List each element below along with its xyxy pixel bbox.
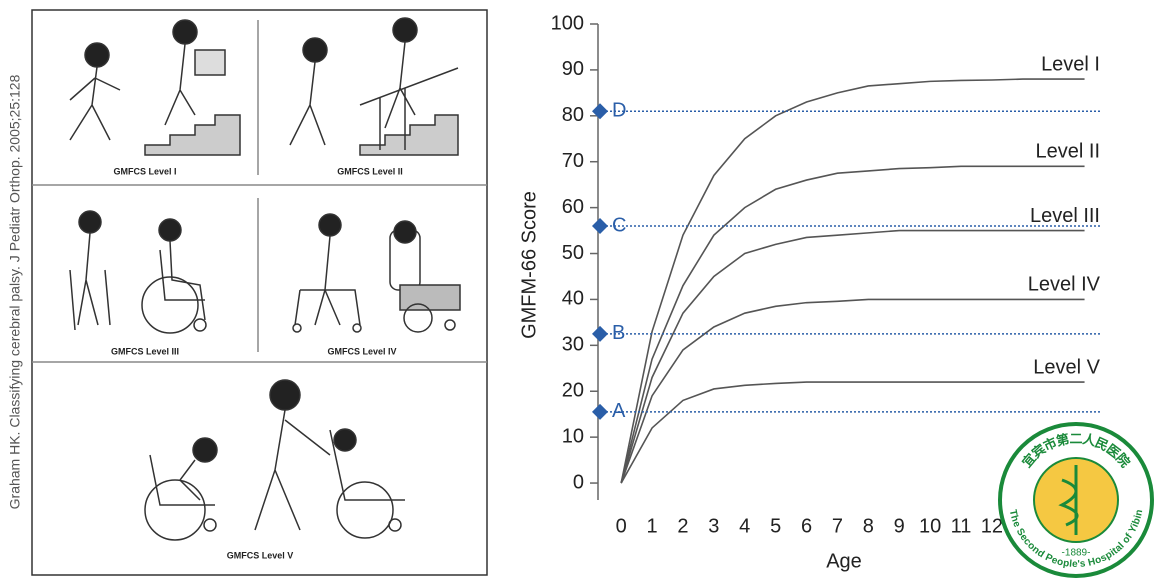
- figure-walker: [292, 213, 461, 333]
- reference-label: D: [612, 100, 626, 122]
- x-tick-label: 4: [739, 515, 750, 537]
- y-tick-label: 90: [562, 58, 584, 80]
- y-tick-label: 100: [551, 12, 584, 34]
- logo-emblem: [1058, 465, 1079, 535]
- x-tick-label: 5: [770, 515, 781, 537]
- series-label: Level III: [1030, 205, 1100, 227]
- series-label: Level V: [1033, 356, 1100, 378]
- y-tick-label: 0: [573, 471, 584, 493]
- y-tick-label: 20: [562, 380, 584, 402]
- y-tick-label: 80: [562, 104, 584, 126]
- x-tick-label: 2: [677, 515, 688, 537]
- series-label: Level I: [1041, 53, 1100, 75]
- figure-rail: [289, 17, 459, 156]
- panel-label: GMFCS Level II: [337, 166, 403, 176]
- panel-label: GMFCS Level I: [113, 166, 176, 176]
- x-tick-label: 9: [894, 515, 905, 537]
- reference-marker: [592, 103, 608, 120]
- y-tick-label: 10: [562, 425, 584, 447]
- reference-label: B: [612, 322, 625, 344]
- logo-year: -1889-: [1062, 548, 1091, 559]
- reference-marker: [592, 325, 608, 342]
- x-tick-label: 1: [646, 515, 657, 537]
- x-tick-label: 11: [951, 515, 972, 537]
- y-tick-label: 60: [562, 196, 584, 218]
- y-tick-label: 40: [562, 288, 584, 310]
- figure-crutches: [69, 210, 207, 334]
- reference-marker: [592, 217, 608, 234]
- series-line: [620, 298, 1085, 484]
- x-tick-label: 0: [616, 515, 627, 537]
- panel-label: GMFCS Level V: [227, 550, 294, 560]
- x-axis-label: Age: [826, 550, 862, 572]
- x-tick-label: 8: [863, 515, 874, 537]
- x-tick-label: 6: [801, 515, 812, 537]
- reference-label: A: [612, 400, 626, 422]
- figure-walking: [69, 19, 241, 156]
- series-line: [620, 229, 1085, 484]
- series-label: Level II: [1036, 141, 1100, 163]
- x-tick-label: 12: [981, 515, 1003, 537]
- panel-frame: [31, 9, 488, 576]
- y-tick-label: 30: [562, 334, 584, 356]
- figure-wheelchair: [144, 379, 405, 541]
- reference-marker: [592, 403, 608, 420]
- citation: Graham HK. Classifying cerebral palsy. J…: [7, 74, 23, 509]
- series-line: [620, 381, 1085, 484]
- logo: 宜宾市第二人民医院 The Second People's Hospital o…: [998, 422, 1154, 578]
- panel-label: GMFCS Level III: [111, 346, 179, 356]
- series-label: Level IV: [1028, 274, 1101, 296]
- x-tick-label: 3: [708, 515, 719, 537]
- x-tick-label: 7: [832, 515, 843, 537]
- y-axis-label: GMFM-66 Score: [518, 191, 540, 339]
- series-line: [620, 165, 1085, 484]
- reference-label: C: [612, 214, 626, 236]
- illustration: [31, 9, 488, 576]
- y-tick-label: 50: [562, 242, 584, 264]
- panel-label: GMFCS Level IV: [327, 346, 396, 356]
- x-tick-label: 10: [919, 515, 941, 537]
- series-line: [620, 78, 1085, 484]
- y-tick-label: 70: [562, 150, 584, 172]
